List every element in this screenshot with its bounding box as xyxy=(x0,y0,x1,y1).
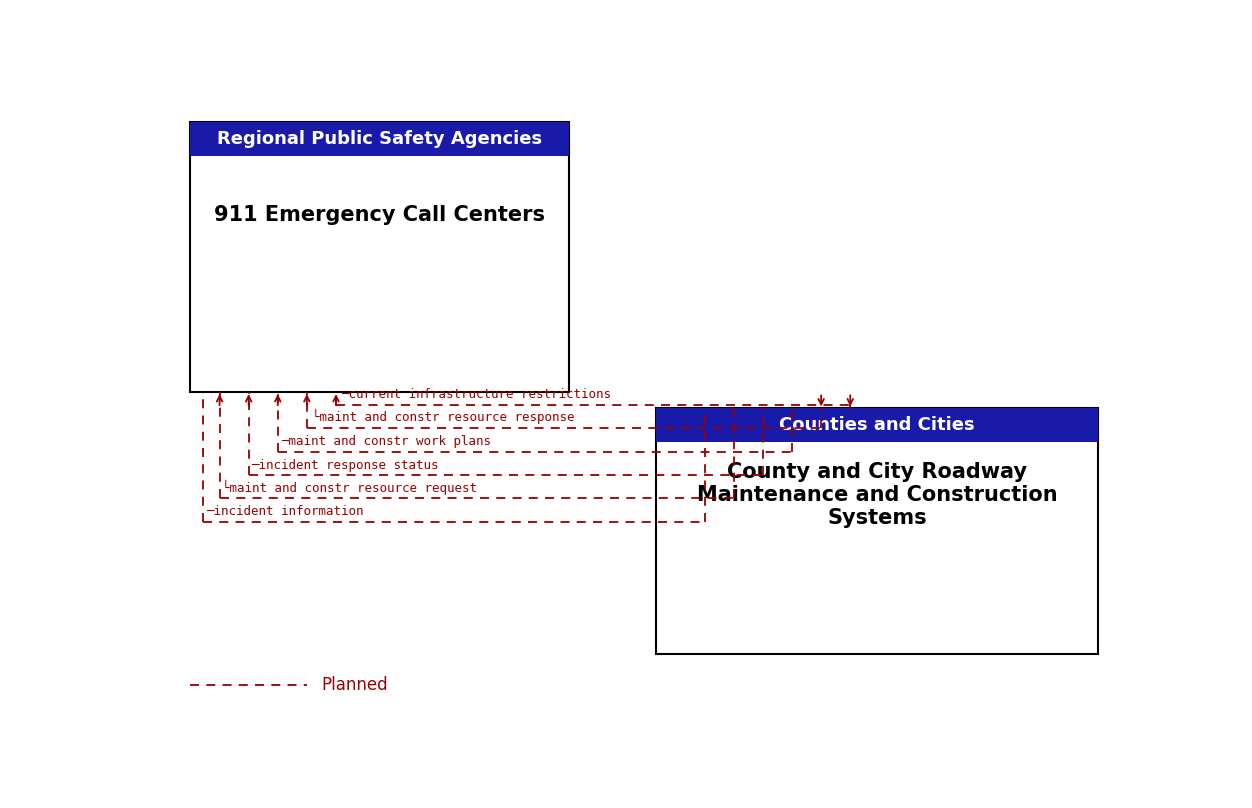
Text: ─maint and constr work plans: ─maint and constr work plans xyxy=(280,435,491,448)
Text: ─current infrastructure restrictions: ─current infrastructure restrictions xyxy=(341,388,611,402)
Bar xyxy=(190,122,568,156)
Text: ─incident information: ─incident information xyxy=(207,505,363,518)
Text: County and City Roadway
Maintenance and Construction
Systems: County and City Roadway Maintenance and … xyxy=(696,462,1057,528)
Text: Planned: Planned xyxy=(322,676,388,694)
Text: └maint and constr resource response: └maint and constr resource response xyxy=(312,409,575,424)
Text: Regional Public Safety Agencies: Regional Public Safety Agencies xyxy=(217,130,542,148)
Text: ─incident response status: ─incident response status xyxy=(252,458,439,472)
Text: Counties and Cities: Counties and Cities xyxy=(779,416,975,434)
Text: └maint and constr resource request: └maint and constr resource request xyxy=(223,479,477,494)
Bar xyxy=(656,408,1098,654)
Bar xyxy=(656,408,1098,442)
Bar xyxy=(190,122,568,393)
Text: 911 Emergency Call Centers: 911 Emergency Call Centers xyxy=(214,205,545,225)
